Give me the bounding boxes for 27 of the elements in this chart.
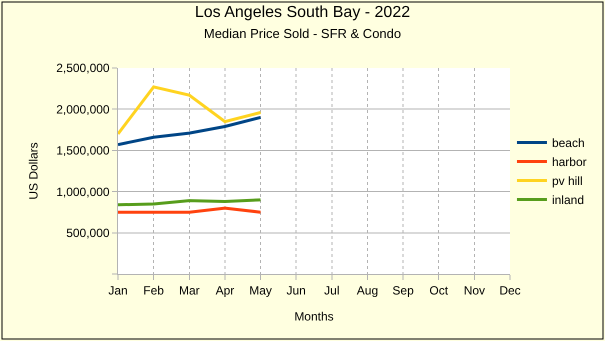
- y-tick-label: 2,000,000: [56, 102, 110, 116]
- line-series: [118, 116, 262, 146]
- chart-subtitle: Median Price Sold - SFR & Condo: [204, 26, 402, 41]
- y-axis-title: US Dollars: [26, 142, 41, 200]
- x-tick-label: Jan: [108, 283, 128, 298]
- x-tick-label: Apr: [216, 283, 234, 298]
- x-tick-label: Dec: [499, 283, 521, 298]
- x-tick-label: Nov: [464, 283, 486, 298]
- legend-label: inland: [552, 193, 584, 208]
- y-tick-label: 1,000,000: [56, 184, 110, 199]
- y-tick-label: 2,500,000: [56, 61, 110, 76]
- x-tick-label: Sep: [392, 283, 414, 298]
- line-series: [118, 85, 262, 136]
- x-tick-label: Mar: [178, 283, 200, 298]
- y-tick-label: 500,000: [66, 226, 110, 240]
- y-tick-label: 1,500,000: [56, 144, 110, 158]
- x-axis-title: Months: [294, 309, 334, 324]
- x-tick-label: Aug: [356, 283, 378, 298]
- chart-title: Los Angeles South Bay - 2022: [194, 4, 410, 22]
- x-tick-label: Feb: [143, 283, 164, 298]
- x-tick-label: Oct: [429, 283, 449, 298]
- legend-label: harbor: [552, 155, 587, 170]
- x-tick-label: May: [249, 283, 272, 298]
- x-tick-label: Jun: [286, 283, 306, 298]
- legend-label: pv hill: [552, 174, 583, 188]
- legend-label: beach: [552, 136, 585, 150]
- x-tick-label: Jul: [324, 283, 340, 298]
